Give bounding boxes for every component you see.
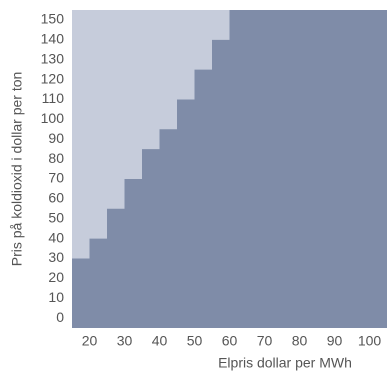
x-tick-label: 70 [257, 333, 273, 349]
x-tick-label: 90 [327, 333, 343, 349]
x-tick-label: 60 [222, 333, 238, 349]
x-tick-label: 80 [292, 333, 308, 349]
y-tick-label: 100 [41, 110, 65, 126]
y-tick-label: 130 [41, 50, 65, 66]
y-tick-label: 90 [48, 130, 64, 146]
y-tick-label: 10 [48, 289, 64, 305]
y-tick-label: 70 [48, 170, 64, 186]
y-tick-label: 60 [48, 190, 64, 206]
x-tick-label: 100 [358, 333, 382, 349]
x-tick-label: 20 [82, 333, 98, 349]
x-tick-label: 50 [187, 333, 203, 349]
step-area [72, 10, 387, 328]
x-tick-label: 40 [152, 333, 168, 349]
y-tick-label: 140 [41, 31, 65, 47]
x-axis-label: Elpris dollar per MWh [218, 355, 352, 371]
y-tick-label: 30 [48, 249, 64, 265]
x-tick-label: 30 [117, 333, 133, 349]
y-tick-label: 120 [41, 70, 65, 86]
y-tick-label: 0 [56, 309, 64, 325]
y-tick-label: 40 [48, 229, 64, 245]
y-tick-label: 50 [48, 209, 64, 225]
y-tick-label: 110 [42, 90, 65, 106]
y-tick-label: 80 [48, 150, 64, 166]
y-tick-label: 150 [41, 11, 65, 27]
y-axis-label: Pris på koldioxid i dollar per ton [9, 72, 25, 267]
y-tick-label: 20 [48, 269, 64, 285]
